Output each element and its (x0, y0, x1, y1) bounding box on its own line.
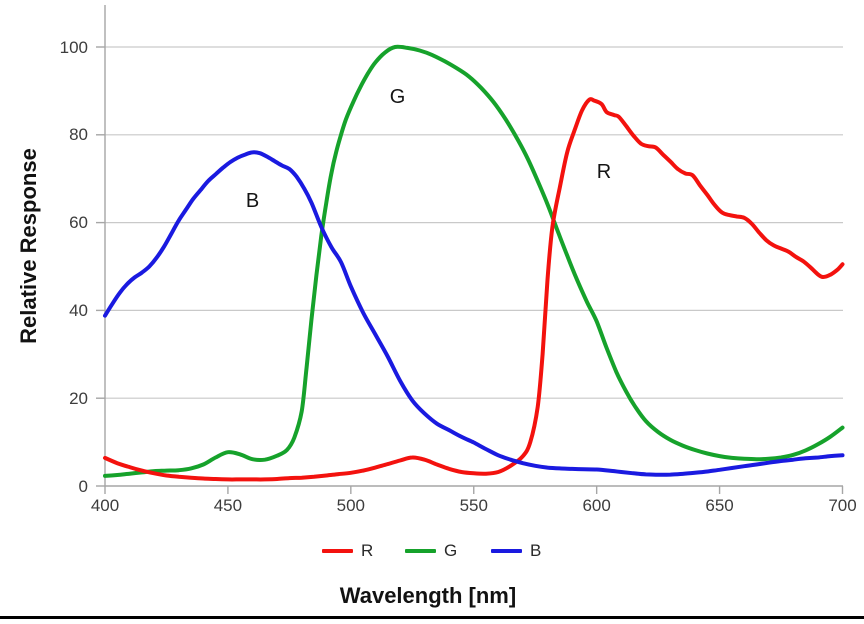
y-tick-label-40: 40 (69, 300, 88, 320)
x-tick-label-400: 400 (90, 496, 120, 515)
y-tick-label-100: 100 (59, 37, 88, 57)
curve-annotation-R: R (596, 161, 612, 184)
series-curve-R (103, 97, 845, 482)
legend-line-swatch-B (491, 549, 522, 553)
y-tick-label-0: 0 (78, 476, 88, 496)
legend-label-G: G (444, 541, 458, 560)
legend-line-swatch-R (322, 549, 353, 553)
legend-item-R: R (322, 542, 373, 560)
y-tick-label-20: 20 (69, 388, 88, 408)
series-curve-B (103, 150, 845, 477)
x-tick-label-600: 600 (582, 496, 611, 515)
x-tick-label-650: 650 (705, 496, 734, 515)
curve-annotation-B: B (245, 189, 260, 212)
bottom-divider-line (0, 616, 864, 619)
x-axis-title: Wavelength [nm] (339, 583, 517, 608)
curve-annotation-G: G (389, 86, 406, 109)
legend-label-R: R (361, 541, 374, 560)
legend-line-swatch-G (405, 549, 436, 553)
legend-item-B: B (491, 542, 541, 560)
y-tick-label-80: 80 (69, 125, 88, 145)
x-tick-label-550: 550 (459, 496, 488, 515)
y-tick-label-60: 60 (69, 213, 88, 233)
x-tick-label-500: 500 (336, 496, 366, 515)
legend-item-G: G (405, 542, 457, 560)
series-curve-G (103, 44, 845, 478)
legend-label-B: B (530, 541, 542, 560)
x-tick-label-450: 450 (213, 496, 243, 515)
x-tick-label-700: 700 (828, 496, 857, 515)
